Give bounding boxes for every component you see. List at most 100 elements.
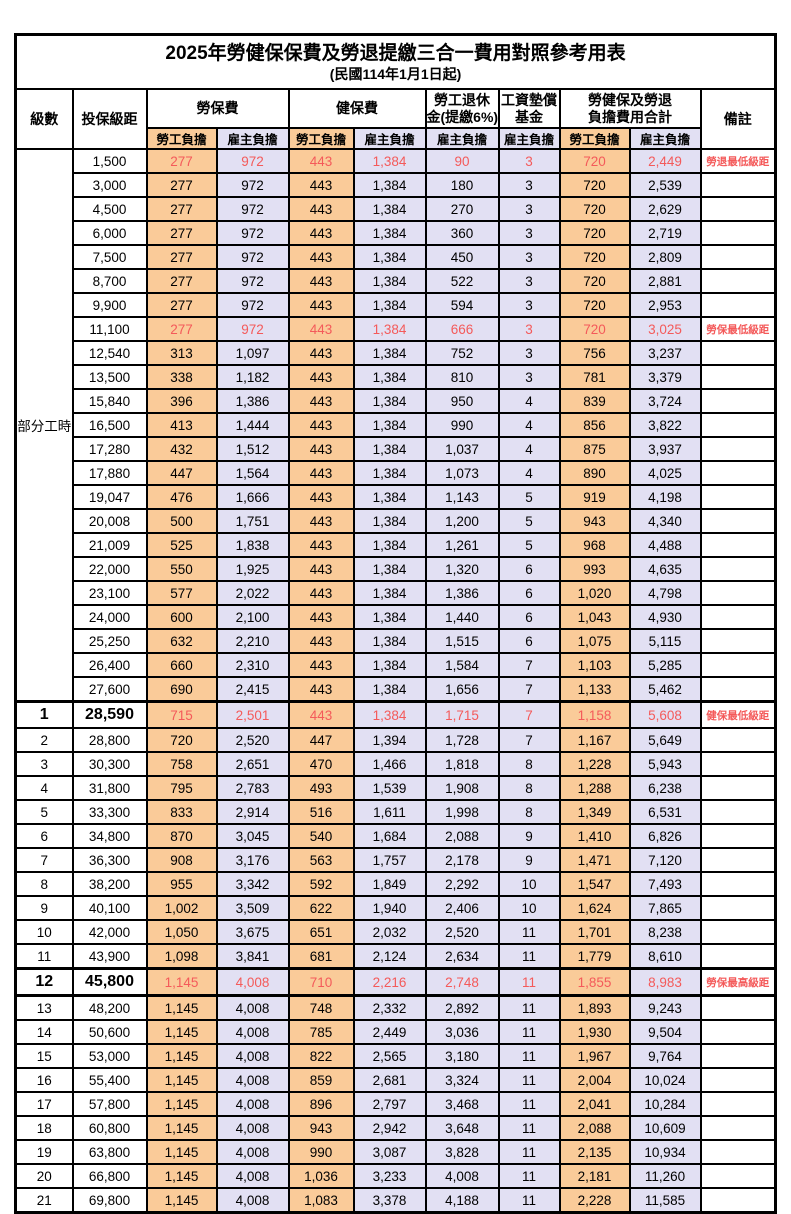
bracket-cell: 43,900 [71,943,148,970]
value-cell: 4,008 [215,1043,290,1069]
level-cell: 16 [14,1067,74,1093]
remark-cell [699,580,777,606]
value-cell: 1,384 [352,652,427,678]
subheader-labor-employer: 雇主負擔 [215,127,290,150]
value-cell: 993 [558,556,631,582]
part-time-label: 部分工時 [14,148,74,703]
value-cell: 4,635 [628,556,702,582]
bracket-cell: 38,200 [71,871,148,897]
value-cell: 277 [145,292,218,318]
value-cell: 5,649 [628,727,702,753]
value-cell: 4,188 [424,1187,500,1214]
value-cell: 7 [497,652,561,678]
table-row: 4,500 277 972 443 1,384 270 3 720 2,629 [16,196,777,222]
table-row: 11 43,900 1,098 3,841 681 2,124 2,634 11 1,779 8,… [14,943,777,970]
value-cell: 7,865 [628,895,702,921]
value-cell: 2,783 [215,775,290,801]
remark-cell [699,847,777,873]
value-cell: 1,386 [215,388,290,414]
subheader-labor-employee: 勞工負擔 [145,127,218,150]
bracket-cell: 48,200 [71,994,148,1021]
value-cell: 896 [287,1091,355,1117]
remark-cell [699,751,777,777]
value-cell: 972 [215,196,290,222]
value-cell: 1,384 [352,316,427,342]
value-cell: 3,724 [628,388,702,414]
value-cell: 413 [145,412,218,438]
bracket-cell: 69,800 [71,1187,148,1214]
value-cell: 720 [558,220,631,246]
value-cell: 3,087 [352,1139,427,1165]
value-cell: 2,748 [424,967,500,997]
value-cell: 1,261 [424,532,500,558]
table-row: 11,100 277 972 443 1,384 666 3 720 3,025 勞保最低級距 [16,316,777,342]
value-cell: 1,386 [424,580,500,606]
value-cell: 516 [287,799,355,825]
table-row: 17,280 432 1,512 443 1,384 1,037 4 875 3,937 [16,436,777,462]
table-row: 8,700 277 972 443 1,384 522 3 720 2,881 [16,268,777,294]
value-cell: 3,822 [628,412,702,438]
value-cell: 1,893 [558,994,631,1021]
value-cell: 2,520 [215,727,290,753]
value-cell: 2,719 [628,220,702,246]
value-cell: 443 [287,508,355,534]
value-cell: 443 [287,604,355,630]
remark-cell [699,775,777,801]
value-cell: 1,228 [558,751,631,777]
bracket-cell: 15,840 [71,388,148,414]
value-cell: 2,797 [352,1091,427,1117]
bracket-cell: 4,500 [71,196,148,222]
bracket-cell: 19,047 [71,484,148,510]
value-cell: 1,394 [352,727,427,753]
value-cell: 2,539 [628,172,702,198]
table-row: 17 57,800 1,145 4,008 896 2,797 3,468 11 2,041 10… [14,1091,777,1117]
value-cell: 476 [145,484,218,510]
remark-cell [699,604,777,630]
value-cell: 1,440 [424,604,500,630]
value-cell: 2,228 [558,1187,631,1214]
remark-cell [699,460,777,486]
value-cell: 2,809 [628,244,702,270]
value-cell: 1,145 [145,1091,218,1117]
col-header-wage-fund: 工資墊償 基金 [497,88,561,129]
table-row: 19 63,800 1,145 4,008 990 3,087 3,828 11 2,135 10… [14,1139,777,1165]
value-cell: 10,024 [628,1067,702,1093]
bracket-cell: 33,300 [71,799,148,825]
level-cell: 14 [14,1019,74,1045]
value-cell: 443 [287,292,355,318]
table-row: 25,250 632 2,210 443 1,384 1,515 6 1,075 5,115 [16,628,777,654]
level-cell: 2 [14,727,74,753]
value-cell: 972 [215,244,290,270]
value-cell: 5 [497,484,561,510]
value-cell: 795 [145,775,218,801]
remark-cell: 健保最低級距 [699,700,777,729]
level-cell: 8 [14,871,74,897]
remark-cell [699,727,777,753]
value-cell: 11 [497,1019,561,1045]
bracket-cell: 23,100 [71,580,148,606]
value-cell: 2,914 [215,799,290,825]
value-cell: 10 [497,895,561,921]
value-cell: 1,384 [352,604,427,630]
value-cell: 4,008 [215,1163,290,1189]
value-cell: 8,238 [628,919,702,945]
subheader-health-employer: 雇主負擔 [352,127,427,150]
value-cell: 443 [287,340,355,366]
value-cell: 2,210 [215,628,290,654]
value-cell: 4,930 [628,604,702,630]
bracket-cell: 28,800 [71,727,148,753]
value-cell: 1,384 [352,268,427,294]
bracket-cell: 25,250 [71,628,148,654]
value-cell: 1,384 [352,364,427,390]
table-row: 7,500 277 972 443 1,384 450 3 720 2,809 [16,244,777,270]
value-cell: 7 [497,676,561,703]
value-cell: 1,701 [558,919,631,945]
table-row: 20 66,800 1,145 4,008 1,036 3,233 4,008 11 2,181… [14,1163,777,1189]
value-cell: 1,564 [215,460,290,486]
value-cell: 11 [497,1043,561,1069]
value-cell: 1,925 [215,556,290,582]
bracket-cell: 16,500 [71,412,148,438]
value-cell: 720 [145,727,218,753]
table-row: 7 36,300 908 3,176 563 1,757 2,178 9 1,471 7,120 [14,847,777,873]
table-row: 12,540 313 1,097 443 1,384 752 3 756 3,237 [16,340,777,366]
